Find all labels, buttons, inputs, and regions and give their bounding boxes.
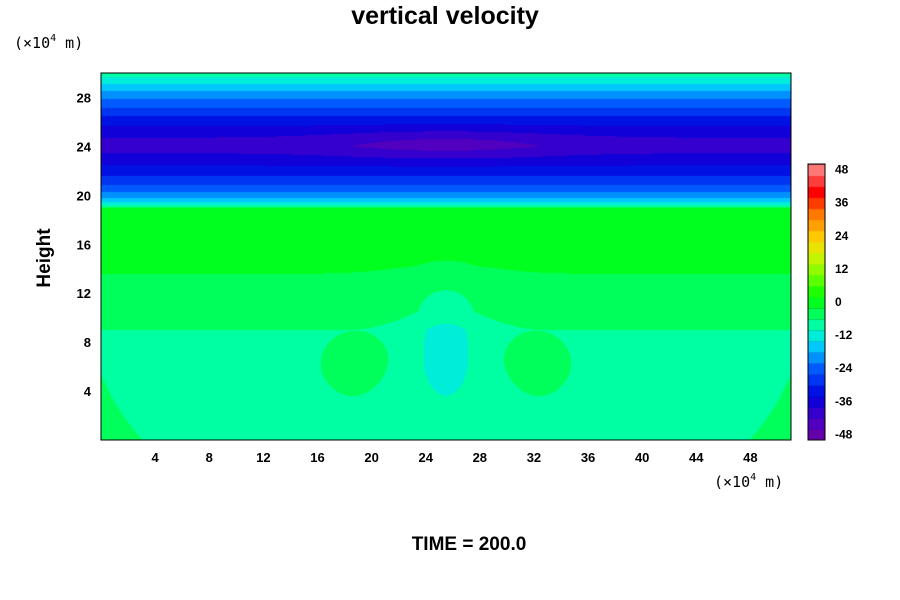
x-tick-label: 28	[473, 450, 487, 465]
colorbar-tick-label: -36	[835, 394, 853, 408]
x-tick-label: 16	[310, 450, 324, 465]
y-tick-label: 28	[77, 90, 91, 105]
y-unit-exponent: 4	[50, 33, 56, 44]
y-tick-label: 4	[84, 384, 92, 399]
colorbar-canvas	[808, 164, 825, 440]
x-tick-label: 40	[635, 450, 649, 465]
y-tick-label: 24	[77, 139, 92, 154]
y-tick-label: 20	[77, 188, 91, 203]
colorbar-tick-label: -24	[835, 361, 853, 375]
x-tick-label: 20	[364, 450, 378, 465]
colorbar-tick-label: 24	[835, 229, 849, 243]
heatmap-canvas	[101, 73, 791, 440]
x-tick-label: 24	[418, 450, 433, 465]
x-unit-suffix: m)	[756, 473, 783, 491]
colorbar-ticks: 48 36 24 12 0 -12 -24 -36 -48	[835, 163, 853, 442]
chart-title: vertical velocity	[351, 2, 539, 30]
x-tick-label: 4	[152, 450, 160, 465]
x-unit-label: (×104 m)	[714, 472, 783, 491]
y-axis-ticks: 4 8 12 16 20 24 28	[77, 90, 92, 399]
heatmap-container	[101, 73, 791, 440]
colorbar-tick-label: 48	[835, 163, 849, 177]
y-tick-label: 8	[84, 335, 91, 350]
y-unit-prefix: (×10	[14, 34, 50, 52]
y-tick-label: 16	[77, 237, 91, 252]
colorbar-tick-label: -12	[835, 328, 853, 342]
colorbar-tick-label: 12	[835, 262, 849, 276]
plot-frame	[100, 72, 792, 441]
x-tick-label: 44	[689, 450, 704, 465]
colorbar-tick-label: 36	[835, 196, 849, 210]
x-tick-label: 8	[206, 450, 213, 465]
y-tick-label: 12	[77, 286, 91, 301]
colorbar-tick-label: 0	[835, 295, 842, 309]
x-tick-label: 36	[581, 450, 595, 465]
x-unit-exponent: 4	[750, 472, 756, 483]
x-tick-label: 48	[743, 450, 757, 465]
colorbar-frame	[807, 163, 826, 441]
x-unit-prefix: (×10	[714, 473, 750, 491]
x-tick-label: 32	[527, 450, 541, 465]
colorbar-container	[808, 164, 825, 440]
y-unit-label: (×104 m)	[14, 33, 83, 52]
x-tick-label: 12	[256, 450, 270, 465]
y-unit-suffix: m)	[56, 34, 83, 52]
colorbar-tick-label: -48	[835, 427, 853, 441]
y-axis-label: Height	[34, 228, 55, 288]
time-label: TIME = 200.0	[412, 534, 527, 555]
x-axis-ticks: 4 8 12 16 20 24 28 32 36 40 44 48	[152, 450, 758, 465]
